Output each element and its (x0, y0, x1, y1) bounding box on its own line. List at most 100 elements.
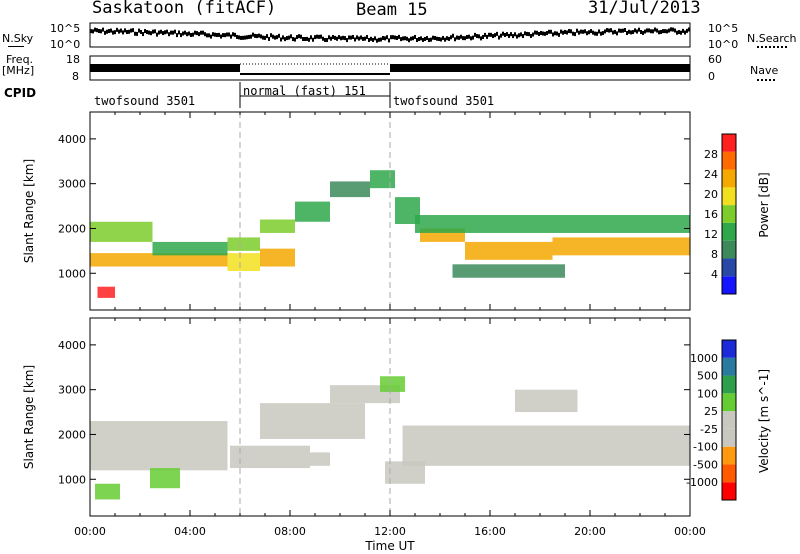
nsky-mark (378, 37, 380, 42)
nsky-mark (664, 29, 666, 34)
nsky-mark (386, 35, 388, 40)
x-tick-label: 16:00 (474, 525, 506, 538)
y-tick-label: 2000 (58, 428, 86, 441)
nsky-mark (488, 32, 490, 37)
nsky-mark (318, 34, 320, 39)
nsky-mark (106, 29, 108, 34)
nsky-mark (350, 35, 352, 40)
nsky-mark (510, 32, 512, 37)
nsky-mark (570, 29, 572, 34)
heatmap-cell (415, 215, 690, 233)
nsky-mark (140, 29, 142, 34)
nsky-mark (262, 35, 264, 40)
nsky-mark (252, 32, 254, 37)
velocity-data (90, 318, 690, 516)
colorbar-tick-label: 16 (704, 208, 718, 221)
nsky-mark (174, 29, 176, 34)
nsky-mark (278, 33, 280, 38)
nsky-mark (472, 35, 474, 40)
nsky-mark (550, 29, 552, 34)
nsky-mark (122, 30, 124, 35)
nsky-mark (196, 31, 198, 36)
nsky-mark (136, 31, 138, 36)
nsky-mark (390, 35, 392, 40)
nsky-mark (102, 27, 104, 32)
heatmap-cell (227, 237, 260, 251)
nsky-mark (522, 34, 524, 39)
x-tick-label: 20:00 (574, 525, 606, 538)
nsky-mark (276, 35, 278, 40)
heatmap-cell (385, 461, 425, 484)
nsky-mark (492, 34, 494, 39)
nsky-mark (372, 37, 374, 42)
nsky-mark (348, 35, 350, 40)
nsky-mark (412, 36, 414, 41)
y-tick-label: 3000 (58, 178, 86, 191)
y-tick-label: 4000 (58, 339, 86, 352)
nsky-mark (574, 32, 576, 37)
nsky-mark (404, 36, 406, 41)
nsky-mark (198, 32, 200, 37)
x-tick-label: 08:00 (274, 525, 306, 538)
colorbar-tick-label: 1000 (690, 352, 718, 365)
nsky-mark (162, 31, 164, 36)
x-tick-label: 00:00 (74, 525, 106, 538)
nsky-mark (382, 36, 384, 41)
nsky-mark (362, 36, 364, 41)
nsky-mark (520, 32, 522, 37)
nsky-mark (576, 28, 578, 33)
nsky-mark (292, 37, 294, 42)
nsky-mark (422, 37, 424, 42)
colorbar-tick-label: 500 (697, 370, 718, 383)
colorbar-swatch (722, 446, 736, 465)
colorbar-frame (721, 339, 737, 501)
nsky-left-tick-bottom: 10^0 (50, 38, 81, 51)
nsky-series (90, 27, 690, 43)
heatmap-cell (152, 241, 228, 256)
nsky-mark (566, 30, 568, 35)
nsky-mark (332, 34, 334, 39)
nave-dotted-line (757, 79, 775, 81)
nsky-mark (108, 29, 110, 34)
nsky-mark (204, 32, 206, 37)
freq-left-tick-top: 18 (66, 53, 80, 66)
freq-band-segment (390, 64, 690, 72)
nsky-mark (94, 27, 96, 32)
velocity-panel: 1000 2000 3000 4000 00:00 04:00 08:00 12:00 16:… (22, 317, 771, 553)
nsky-mark (170, 30, 172, 35)
nsky-mark (568, 29, 570, 34)
nsky-label-underline (8, 46, 24, 47)
colorbar-tick-label: 12 (704, 228, 718, 241)
nsky-mark (240, 35, 242, 40)
colorbar-swatch (722, 482, 736, 500)
velocity-y-axis-label: Slant Range [km] (22, 365, 36, 469)
nsky-mark (442, 35, 444, 40)
nsky-mark (508, 33, 510, 38)
nsky-mark (340, 36, 342, 41)
nsky-mark (402, 36, 404, 41)
nsearch-right-tick-top: 10^5 (708, 22, 739, 35)
nsky-mark (280, 37, 282, 42)
nsky-mark (236, 34, 238, 39)
nsky-mark (298, 34, 300, 39)
nsky-mark (300, 34, 302, 39)
nsky-mark (506, 32, 508, 37)
nave-label: Nave (750, 64, 779, 77)
heatmap-cell (260, 403, 365, 439)
nsky-mark (144, 29, 146, 34)
nsky-mark (182, 31, 184, 36)
nsky-mark (676, 30, 678, 35)
nsky-mark (294, 37, 296, 42)
nsky-mark (524, 31, 526, 36)
colorbar-swatch (722, 340, 736, 358)
nsky-mark (266, 34, 268, 39)
nsky-mark (430, 37, 432, 42)
heatmap-cell (97, 286, 115, 298)
nsky-mark (148, 30, 150, 35)
nsky-mark (612, 30, 614, 35)
nsky-mark (688, 27, 690, 32)
nsky-mark (530, 33, 532, 38)
colorbar-tick-label: -25 (700, 423, 718, 436)
nsky-mark (212, 32, 214, 37)
nsky-mark (626, 31, 628, 36)
